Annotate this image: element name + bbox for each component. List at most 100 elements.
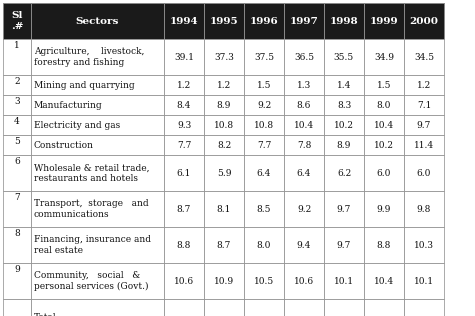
Text: 8.0: 8.0: [377, 100, 391, 110]
Text: 9.7: 9.7: [337, 240, 351, 250]
Bar: [324, 299, 364, 316]
Bar: [364, 115, 404, 135]
Bar: [324, 155, 364, 191]
Text: 1997: 1997: [290, 16, 318, 26]
Text: Total: Total: [34, 313, 57, 316]
Bar: [3, 39, 31, 75]
Text: 35.5: 35.5: [334, 52, 354, 62]
Text: 1.5: 1.5: [257, 81, 271, 89]
Bar: [3, 299, 31, 316]
Text: Agriculture,    livestock,
forestry and fishing: Agriculture, livestock, forestry and fis…: [34, 47, 144, 67]
Bar: [404, 227, 444, 263]
Text: 10.8: 10.8: [214, 120, 234, 130]
Bar: [31, 39, 164, 75]
Bar: [404, 155, 444, 191]
Bar: [244, 39, 284, 75]
Bar: [244, 115, 284, 135]
Text: 8: 8: [14, 229, 20, 238]
Bar: [404, 115, 444, 135]
Bar: [244, 299, 284, 316]
Bar: [244, 135, 284, 155]
Text: 10.3: 10.3: [414, 240, 434, 250]
Text: Construction: Construction: [34, 141, 94, 149]
Bar: [164, 263, 204, 299]
Bar: [204, 191, 244, 227]
Bar: [404, 135, 444, 155]
Bar: [204, 95, 244, 115]
Bar: [204, 263, 244, 299]
Text: 6: 6: [14, 157, 20, 166]
Text: 8.4: 8.4: [177, 100, 191, 110]
Text: 37.5: 37.5: [254, 52, 274, 62]
Bar: [31, 155, 164, 191]
Text: 9.3: 9.3: [177, 120, 191, 130]
Bar: [31, 75, 164, 95]
Text: 1: 1: [14, 41, 20, 50]
Bar: [31, 299, 164, 316]
Bar: [324, 115, 364, 135]
Text: 2000: 2000: [409, 16, 438, 26]
Bar: [364, 227, 404, 263]
Text: 8.8: 8.8: [377, 240, 391, 250]
Bar: [164, 95, 204, 115]
Bar: [284, 191, 324, 227]
Bar: [364, 155, 404, 191]
Text: 8.7: 8.7: [217, 240, 231, 250]
Text: 7.7: 7.7: [177, 141, 191, 149]
Text: 10.6: 10.6: [294, 276, 314, 285]
Text: 10.1: 10.1: [334, 276, 354, 285]
Text: 6.4: 6.4: [297, 168, 311, 178]
Bar: [324, 75, 364, 95]
Bar: [244, 263, 284, 299]
Bar: [404, 191, 444, 227]
Bar: [3, 155, 31, 191]
Bar: [364, 3, 404, 39]
Text: Community,   social   &
personal services (Govt.): Community, social & personal services (G…: [34, 271, 149, 291]
Text: 9: 9: [14, 265, 20, 274]
Bar: [164, 155, 204, 191]
Text: Mining and quarrying: Mining and quarrying: [34, 81, 134, 89]
Bar: [204, 39, 244, 75]
Text: 6.2: 6.2: [337, 168, 351, 178]
Text: 10.4: 10.4: [374, 276, 394, 285]
Bar: [31, 135, 164, 155]
Bar: [324, 227, 364, 263]
Bar: [284, 95, 324, 115]
Bar: [324, 263, 364, 299]
Text: 7.7: 7.7: [257, 141, 271, 149]
Text: 7: 7: [14, 193, 20, 202]
Text: 3: 3: [14, 97, 20, 106]
Text: 1.2: 1.2: [177, 81, 191, 89]
Bar: [204, 75, 244, 95]
Bar: [364, 263, 404, 299]
Bar: [244, 191, 284, 227]
Bar: [204, 115, 244, 135]
Bar: [204, 3, 244, 39]
Text: 6.0: 6.0: [377, 168, 391, 178]
Text: 1999: 1999: [370, 16, 399, 26]
Text: 8.1: 8.1: [217, 204, 231, 214]
Text: 8.2: 8.2: [217, 141, 231, 149]
Text: 39.1: 39.1: [174, 52, 194, 62]
Text: Sl
.#: Sl .#: [11, 11, 23, 31]
Text: 1.2: 1.2: [417, 81, 431, 89]
Text: 8.7: 8.7: [177, 204, 191, 214]
Text: 10.5: 10.5: [254, 276, 274, 285]
Bar: [284, 227, 324, 263]
Bar: [31, 227, 164, 263]
Bar: [364, 299, 404, 316]
Text: 10.4: 10.4: [294, 120, 314, 130]
Text: 8.3: 8.3: [337, 100, 351, 110]
Bar: [204, 155, 244, 191]
Bar: [204, 135, 244, 155]
Text: 9.7: 9.7: [337, 204, 351, 214]
Bar: [404, 299, 444, 316]
Text: 6.4: 6.4: [257, 168, 271, 178]
Bar: [284, 135, 324, 155]
Bar: [31, 263, 164, 299]
Text: 2: 2: [14, 77, 20, 86]
Text: 9.2: 9.2: [257, 100, 271, 110]
Text: 10.2: 10.2: [334, 120, 354, 130]
Bar: [324, 39, 364, 75]
Text: 1.4: 1.4: [337, 81, 351, 89]
